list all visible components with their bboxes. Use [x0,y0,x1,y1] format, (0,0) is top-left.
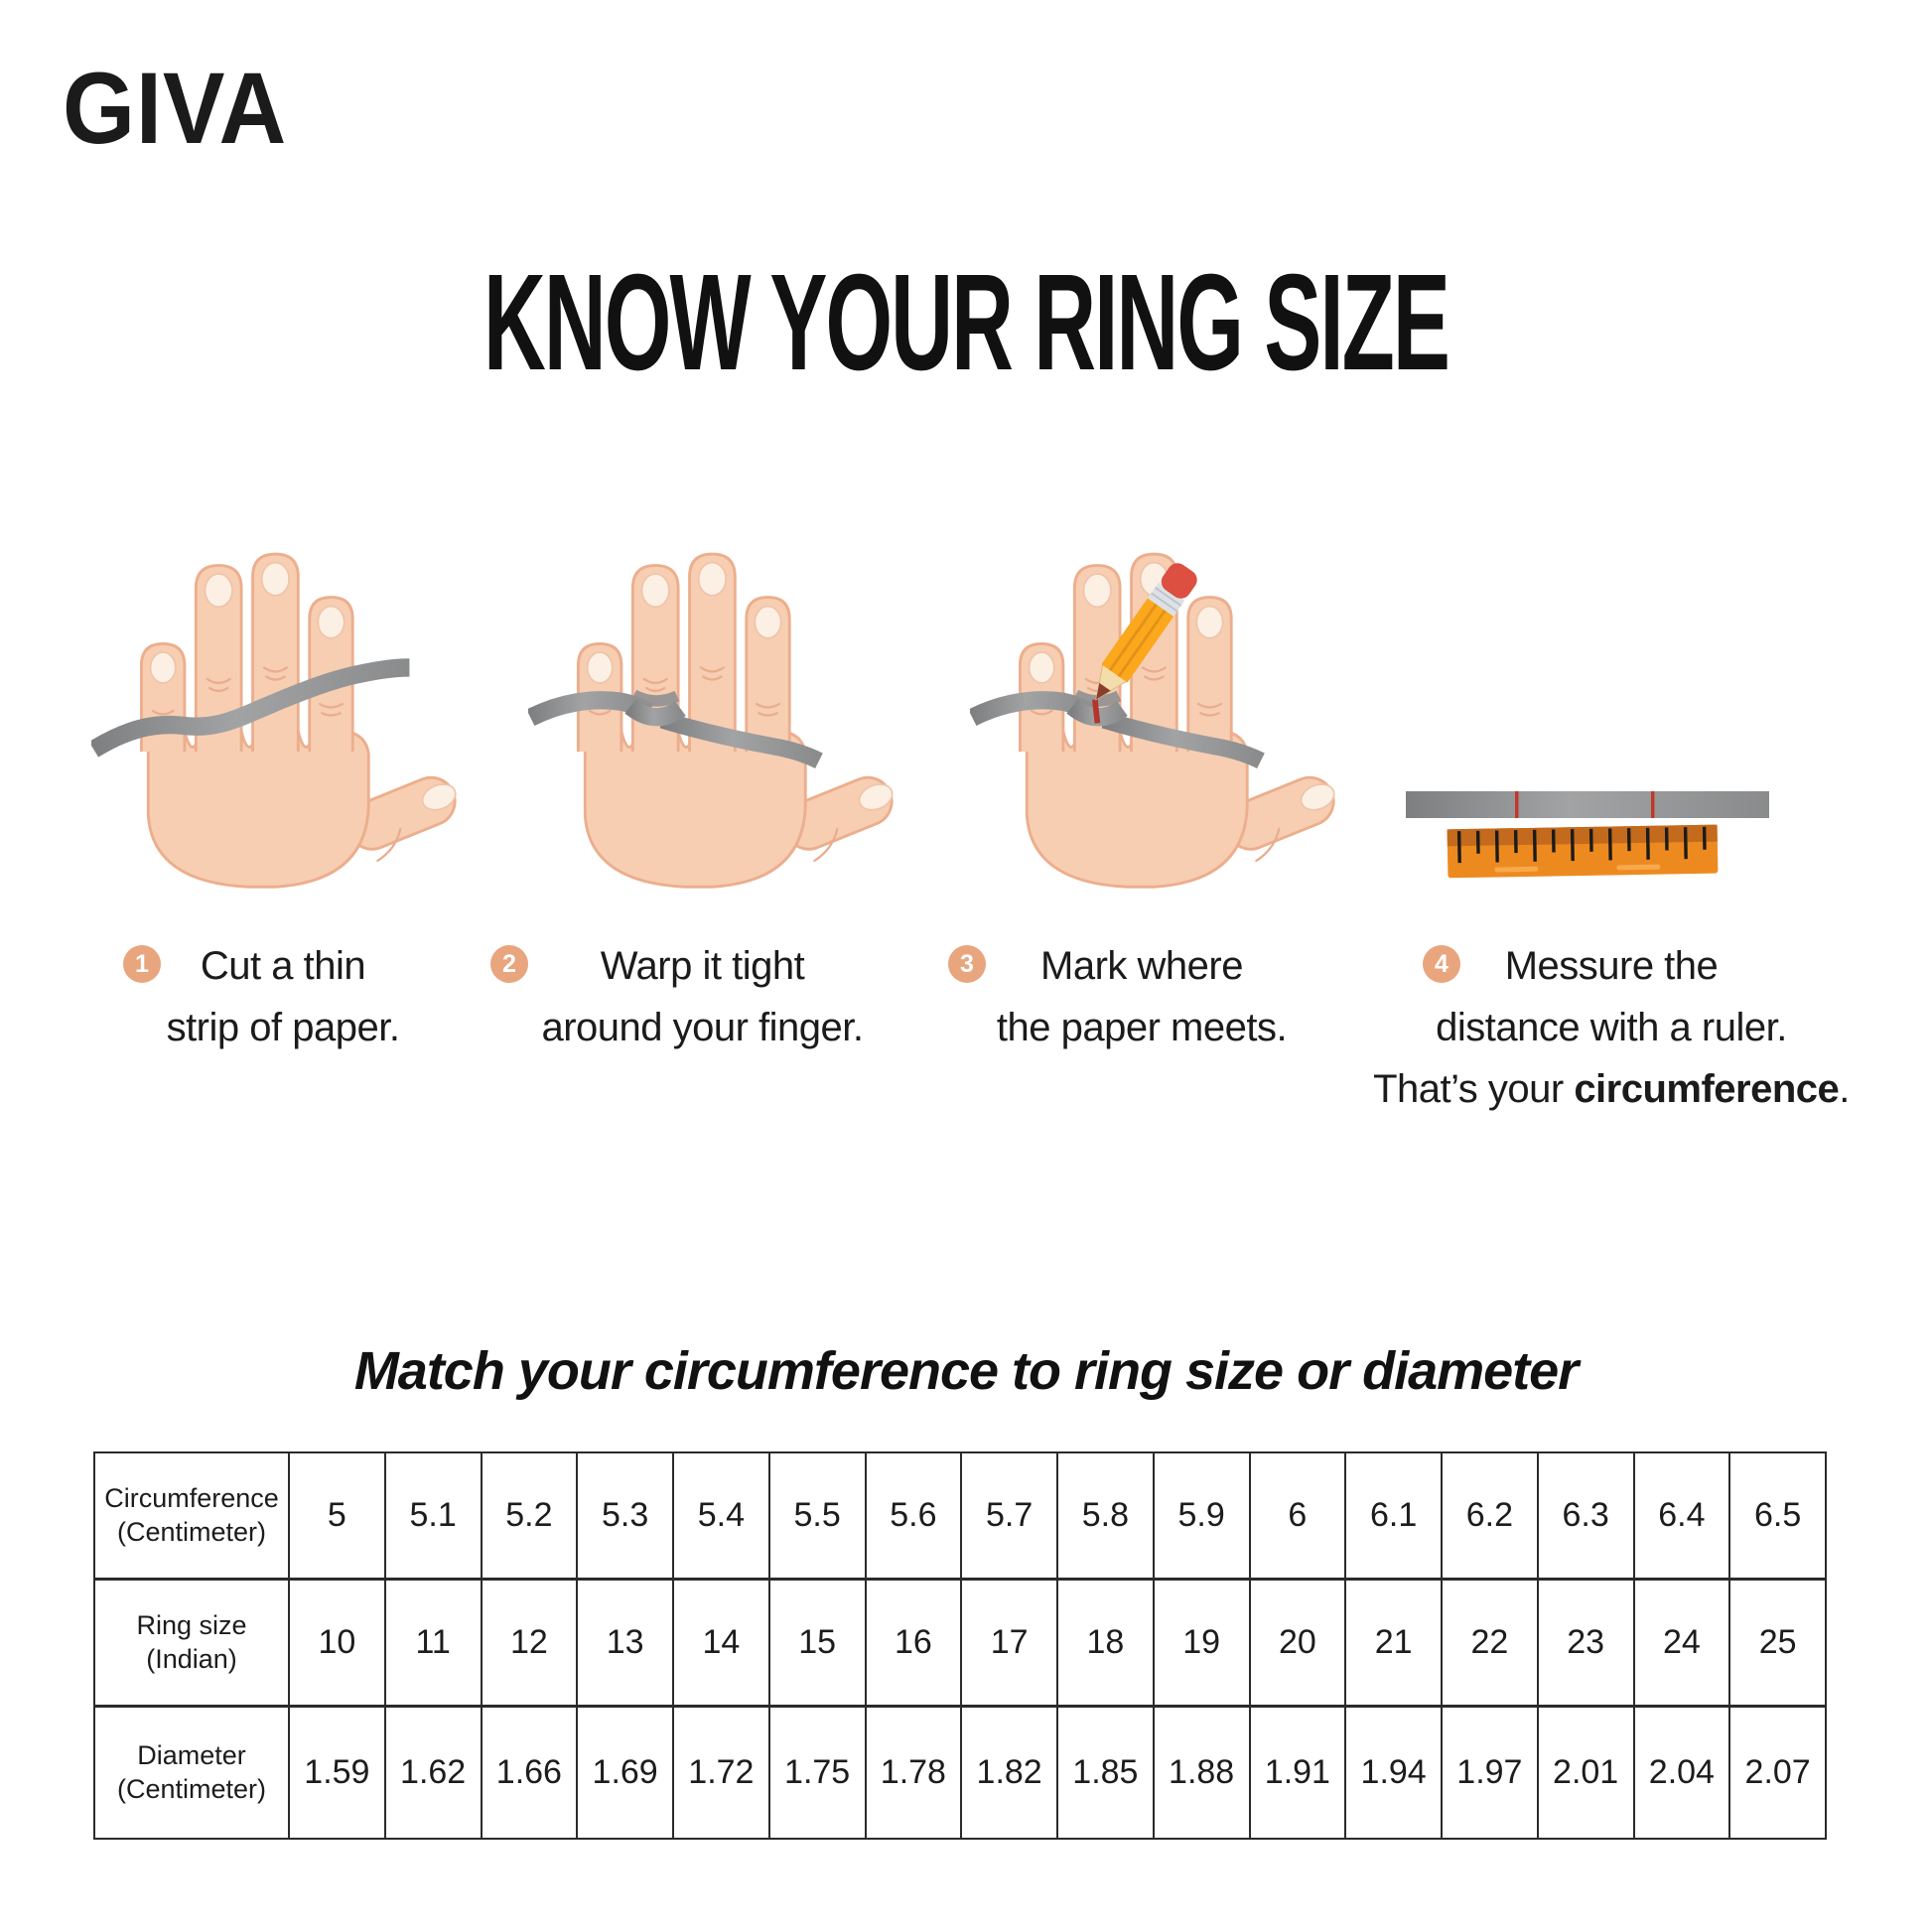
value-cell: 6.1 [1344,1452,1442,1580]
value-cell: 5.3 [576,1452,673,1580]
hand-paper-strip-illustration [91,552,464,889]
value-cell: 20 [1248,1578,1346,1707]
ruler-icon [1447,824,1719,879]
ruler-measure-illustration [1406,791,1769,879]
value-cell: 22 [1441,1578,1538,1707]
value-cell: 1.82 [960,1705,1057,1839]
value-cell: 5.2 [480,1452,578,1580]
step-number: 2 [502,949,516,978]
value-cell: 6 [1248,1452,1346,1580]
step-number: 1 [135,949,149,978]
value-cell: 5.1 [383,1452,482,1580]
value-cell: 6.5 [1728,1452,1826,1580]
value-cell: 6.4 [1632,1452,1730,1580]
value-cell: 17 [960,1578,1057,1707]
step-number: 4 [1435,949,1449,978]
row-header-cell: Ring size (Indian) [93,1578,289,1707]
value-cell: 1.62 [383,1705,482,1839]
step-text-fragment: . [1839,1067,1850,1111]
value-cell: 2.01 [1536,1705,1634,1839]
pencil-icon [1095,563,1197,701]
step-block-3: 3 Mark where the paper meets. [933,935,1350,1058]
red-mark [1092,699,1101,724]
value-cell: 1.94 [1344,1705,1442,1839]
step-text-line: the paper meets. [996,1006,1288,1049]
step-text-line: Mark where [1040,944,1243,988]
red-mark [1515,791,1519,818]
step-text-line: strip of paper. [166,1006,400,1049]
hand-pencil-mark-illustration [970,552,1342,889]
value-cell: 14 [672,1578,769,1707]
brand-logo: GIVA [63,52,288,165]
value-cell: 11 [383,1578,482,1707]
red-mark [1651,791,1655,818]
value-cell: 1.66 [480,1705,578,1839]
hand-wrapped-strip-illustration [528,552,900,889]
marked-paper-strip [1406,791,1769,818]
value-cell: 19 [1152,1578,1250,1707]
value-cell: 5.4 [672,1452,769,1580]
table-row: Diameter (Centimeter) 1.59 1.62 1.66 1.69 1.72… [93,1705,1826,1839]
value-cell: 1.91 [1248,1705,1346,1839]
value-cell: 1.72 [672,1705,769,1839]
step-text-fragment: That’s your [1373,1067,1575,1111]
value-cell: 5.6 [864,1452,962,1580]
step-block-4: 4 Messure the distance with a ruler. Tha… [1350,935,1872,1120]
step-text-line: Warp it tight [600,944,805,988]
row-header-cell: Circumference (Centimeter) [93,1452,289,1580]
step-number: 3 [960,949,974,978]
value-cell: 5.8 [1056,1452,1154,1580]
step-number-badge: 4 [1423,945,1460,983]
value-cell: 23 [1536,1578,1634,1707]
step-number-badge: 1 [123,945,161,983]
value-cell: 15 [767,1578,866,1707]
value-cell: 10 [288,1578,385,1707]
value-cell: 1.69 [576,1705,673,1839]
value-cell: 1.75 [767,1705,866,1839]
table-subtitle: Match your circumference to ring size or… [353,1341,1579,1401]
value-cell: 5 [288,1452,385,1580]
page-title: KNOW YOUR RING SIZE [483,246,1450,399]
paper-strip [91,658,410,758]
value-cell: 18 [1056,1578,1154,1707]
value-cell: 24 [1632,1578,1730,1707]
size-table-body: Circumference (Centimeter) 5 5.1 5.2 5.3 5.4 5.… [93,1452,1826,1839]
value-cell: 2.04 [1632,1705,1730,1839]
value-cell: 1.88 [1152,1705,1250,1839]
row-header-cell: Diameter (Centimeter) [93,1705,289,1839]
value-cell: 16 [864,1578,962,1707]
value-cell: 5.9 [1152,1452,1250,1580]
value-cell: 6.3 [1536,1452,1634,1580]
step-text-line: distance with a ruler. [1436,1006,1787,1049]
value-cell: 13 [576,1578,673,1707]
step-text-line: Cut a thin [200,944,366,988]
value-cell: 1.78 [864,1705,962,1839]
step-number-badge: 2 [490,945,528,983]
value-cell: 25 [1728,1578,1826,1707]
step-number-badge: 3 [948,945,986,983]
value-cell: 1.97 [1441,1705,1538,1839]
step-block-1: 1 Cut a thin strip of paper. [99,935,467,1058]
step-block-2: 2 Warp it tight around your finger. [477,935,928,1058]
step-text-line: around your finger. [541,1006,864,1049]
value-cell: 1.59 [288,1705,385,1839]
value-cell: 1.85 [1056,1705,1154,1839]
step-text-line: Messure the [1504,944,1719,988]
size-table: Circumference (Centimeter) 5 5.1 5.2 5.3 5.4 5.… [93,1451,1827,1840]
value-cell: 6.2 [1441,1452,1538,1580]
step-text-line: That’s your circumference. [1350,1058,1872,1120]
value-cell: 5.7 [960,1452,1057,1580]
value-cell: 21 [1344,1578,1442,1707]
value-cell: 12 [480,1578,578,1707]
step-text-bold-fragment: circumference [1574,1067,1840,1111]
table-row: Ring size (Indian) 10 11 12 13 14 15 16 17 18 19 20 2… [93,1578,1826,1707]
paper-strip-wrapped [528,689,823,769]
table-row: Circumference (Centimeter) 5 5.1 5.2 5.3 5.4 5.… [93,1452,1826,1580]
value-cell: 5.5 [767,1452,866,1580]
value-cell: 2.07 [1728,1705,1826,1839]
